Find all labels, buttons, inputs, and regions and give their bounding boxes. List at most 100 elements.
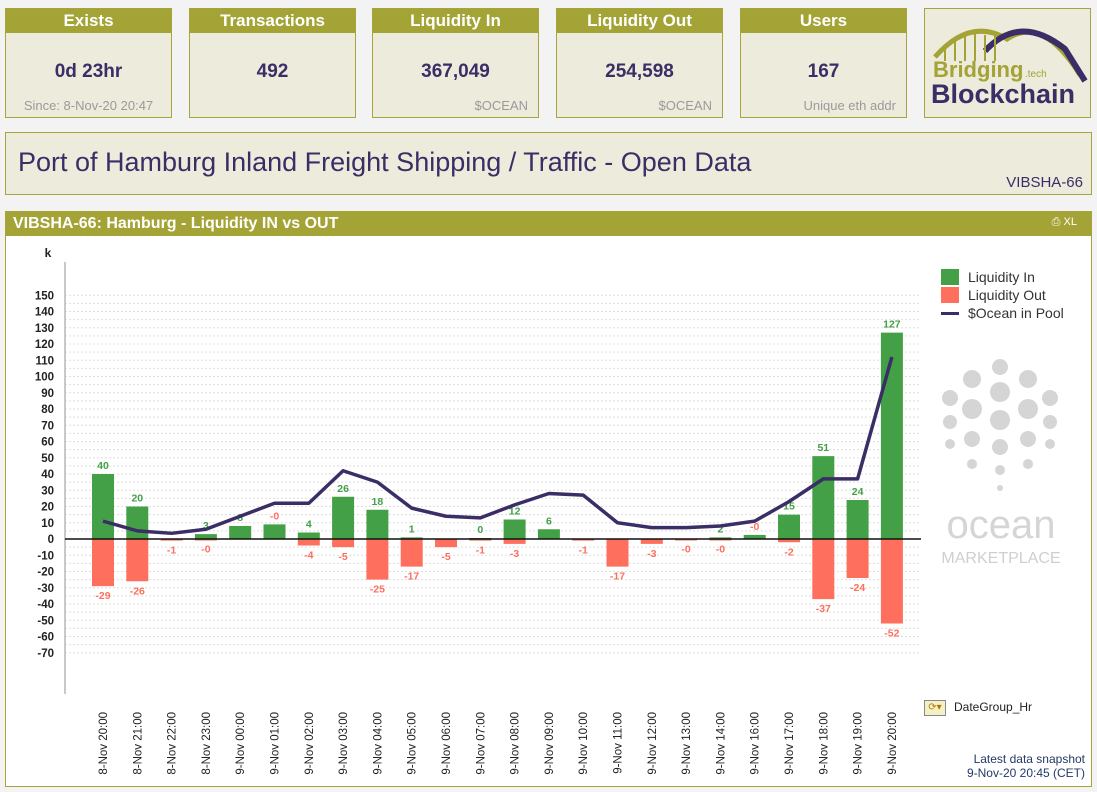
data-label-out: -25 <box>370 584 385 596</box>
y-tick-label: 120 <box>35 339 54 351</box>
bar-liquidity-in <box>778 514 800 539</box>
data-label-in: 12 <box>509 506 521 518</box>
data-label-out: -1 <box>579 545 588 557</box>
bar-liquidity-in <box>263 524 286 539</box>
data-label-in: 6 <box>546 515 552 527</box>
data-label-in: 4 <box>306 519 312 531</box>
x-tick-label: 9-Nov 19:00 <box>853 712 865 775</box>
data-label-in: 40 <box>97 460 109 472</box>
y-tick-label: 30 <box>41 485 54 497</box>
kpi-liquidity-out: Liquidity Out 254,598 $OCEAN <box>556 8 723 118</box>
snapshot-time: 9-Nov-20 20:45 (CET) <box>966 766 1085 780</box>
x-tick-label: 9-Nov 14:00 <box>715 712 727 775</box>
x-tick-label: 9-Nov 00:00 <box>235 712 247 775</box>
kpi-transactions: Transactions 492 <box>189 8 356 118</box>
data-label-out: -26 <box>130 585 145 597</box>
legend-label: $Ocean in Pool <box>968 305 1064 321</box>
print-icon[interactable]: ⎙ <box>1051 216 1061 228</box>
ocean-dot <box>962 399 982 419</box>
ocean-dot <box>992 359 1008 375</box>
kpi-label: Users <box>741 9 906 33</box>
data-label-in: -0 <box>750 521 759 533</box>
snapshot-info: Latest data snapshot 9-Nov-20 20:45 (CET… <box>967 752 1085 780</box>
kpi-liquidity-in: Liquidity In 367,049 $OCEAN <box>372 8 539 118</box>
snapshot-label: Latest data snapshot <box>973 752 1085 766</box>
bar-liquidity-out <box>880 539 903 624</box>
data-label-out: -37 <box>816 603 831 615</box>
data-label-in: 127 <box>883 319 901 331</box>
x-tick-label: 9-Nov 03:00 <box>338 712 350 775</box>
bar-liquidity-in <box>709 537 732 539</box>
bar-liquidity-out <box>160 539 183 541</box>
dategroup-control[interactable]: ⟳▾ DateGroup_Hr <box>924 700 1032 716</box>
ocean-dot <box>1043 415 1057 429</box>
x-tick-label: 8-Nov 21:00 <box>132 712 144 775</box>
x-tick-label: 9-Nov 01:00 <box>270 712 282 775</box>
data-label-out: -24 <box>850 582 865 594</box>
ocean-sub: MARKETPLACE <box>941 550 1060 567</box>
y-tick-label: -40 <box>37 599 54 611</box>
bar-liquidity-out <box>400 539 423 567</box>
cycle-group-icon[interactable]: ⟳▾ <box>924 700 946 716</box>
bar-liquidity-in <box>366 509 389 539</box>
bar-liquidity-in <box>400 537 423 539</box>
ocean-dot <box>1045 439 1055 449</box>
legend-swatch <box>941 312 959 315</box>
x-tick-label: 9-Nov 20:00 <box>887 712 899 775</box>
data-label-out: -4 <box>304 550 313 562</box>
grid <box>65 294 921 654</box>
y-axis: k1501401301201101009080706050403020100-1… <box>35 246 66 694</box>
data-label-out: -29 <box>95 590 110 602</box>
bar-liquidity-in <box>812 456 835 539</box>
chart-tools: ⎙ XL <box>1052 216 1077 229</box>
x-tick-label: 9-Nov 17:00 <box>784 712 796 775</box>
x-axis: 8-Nov 20:00 8-Nov 21:00 8-Nov 22:00 8-Nov 2… <box>98 712 899 775</box>
dataset-code: VIBSHA-66 <box>1006 174 1083 191</box>
bar-liquidity-out <box>92 539 114 587</box>
ocean-dot <box>995 465 1005 475</box>
ocean-dot <box>1020 431 1036 447</box>
kpi-label: Liquidity Out <box>557 9 722 33</box>
bar-liquidity-out <box>469 539 492 541</box>
kpi-value: 0d 23hr <box>54 61 123 82</box>
y-tick-label: 10 <box>41 518 54 530</box>
ocean-dot <box>942 390 958 406</box>
y-tick-label: -20 <box>37 567 54 579</box>
pool-line <box>102 356 894 536</box>
data-label-out: -0 <box>716 543 725 555</box>
logo-word2: Blockchain <box>931 79 1075 109</box>
logo-word1: Bridging <box>933 57 1023 82</box>
x-tick-label: 8-Nov 22:00 <box>167 712 179 775</box>
kpi-sub: $OCEAN <box>474 98 528 113</box>
y-tick-label: 140 <box>35 307 54 319</box>
bar-liquidity-out <box>366 539 389 580</box>
data-label-out: -17 <box>610 571 625 583</box>
y-tick-label: 150 <box>35 290 54 302</box>
ocean-dot <box>945 439 955 449</box>
y-tick-label: -60 <box>37 632 54 644</box>
data-label-in: 20 <box>131 493 143 505</box>
y-tick-label: -10 <box>37 550 54 562</box>
data-label-in: 26 <box>337 483 349 495</box>
y-tick-label: 80 <box>41 404 54 416</box>
bar-liquidity-in <box>194 534 217 539</box>
export-excel-button[interactable]: XL <box>1063 216 1077 228</box>
data-label-out: -1 <box>476 545 485 557</box>
x-tick-label: 9-Nov 02:00 <box>304 712 316 775</box>
bar-liquidity-in <box>537 529 560 539</box>
data-label-in: 24 <box>852 486 864 498</box>
y-tick-label: 50 <box>41 453 54 465</box>
ocean-dot <box>990 382 1010 402</box>
data-label-in: 2 <box>717 523 723 535</box>
bars <box>65 332 921 624</box>
data-label-in: 18 <box>372 496 384 508</box>
bar-liquidity-in <box>743 534 766 539</box>
legend-swatch <box>941 269 959 285</box>
bar-liquidity-in <box>297 532 320 539</box>
ocean-word: ocean <box>947 503 1056 547</box>
page-header: Port of Hamburg Inland Freight Shipping … <box>5 132 1092 195</box>
ocean-dot <box>1023 459 1033 469</box>
ocean-dot <box>1018 399 1038 419</box>
x-tick-label: 8-Nov 20:00 <box>98 712 110 775</box>
